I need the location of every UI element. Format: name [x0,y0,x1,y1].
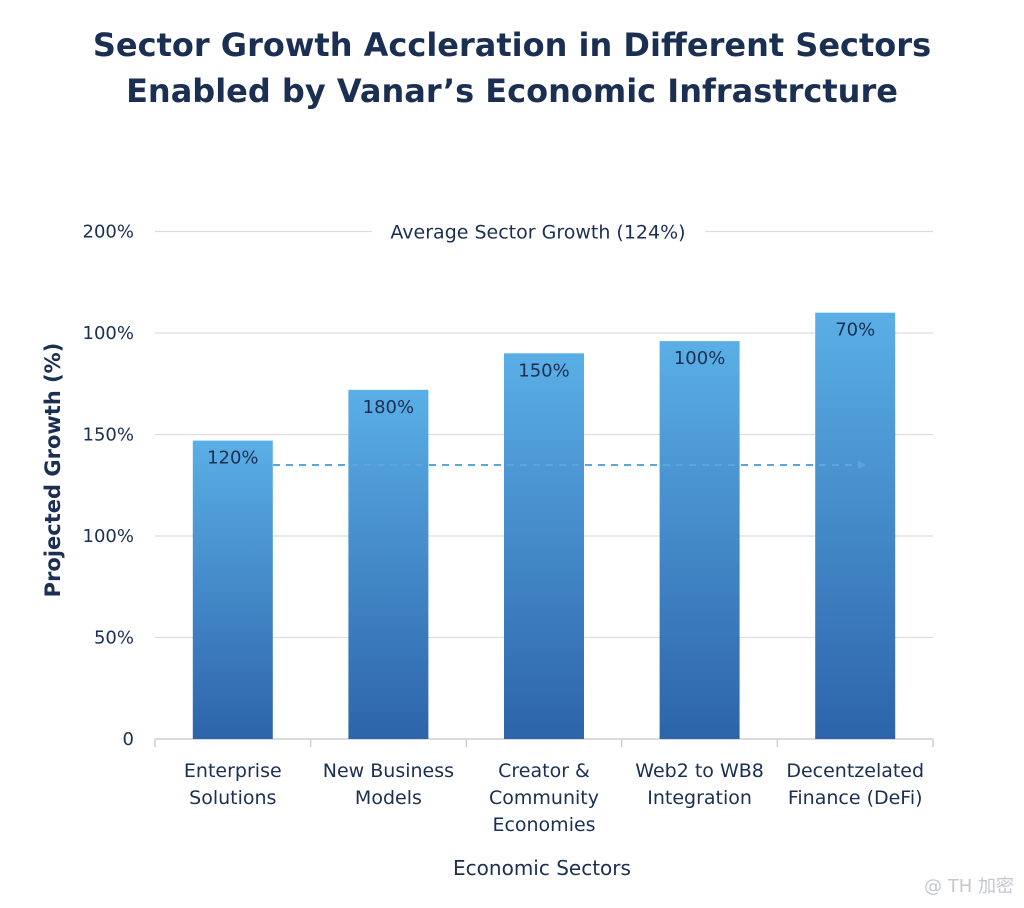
y-tick-label: 100% [83,323,134,344]
x-tick-label: Solutions [189,787,276,809]
bar-data-label: 100% [674,348,725,369]
bar-data-label: 120% [207,448,258,469]
x-tick-label: Models [355,787,422,809]
x-tick-label: Economies [492,814,595,836]
x-tick-label: Web2 to WB8 [635,760,764,782]
x-tick-label: Enterprise [184,760,282,782]
y-tick-label: 50% [94,628,134,649]
bar-data-label: 70% [835,320,875,341]
average-label: Average Sector Growth (124%) [390,222,685,244]
bar [659,341,740,739]
bar [348,389,429,739]
x-tick-label: Creator & [498,760,590,782]
average-line [195,460,866,469]
y-tick-label: 150% [83,425,134,446]
chart-title-line-2: Enabled by Vanar’s Economic Infrastrctur… [126,72,898,110]
labels: 0 50% 100% 150% 100% 200% Average Sector Growt… [41,222,924,881]
bar [815,312,896,739]
watermark: @ TH 加密 [924,872,1014,898]
average-line-arrow [858,460,866,469]
y-tick-label: 0 [123,729,134,750]
x-tick-label: Community [489,787,599,809]
bar-data-label: 150% [518,360,569,381]
bar-data-label: 180% [363,397,414,418]
x-tick-label: Decentzelated [786,760,924,782]
y-tick-label: 200% [83,222,134,243]
y-axis-title: Projected Growth (%) [41,343,65,598]
y-tick-label: 100% [83,526,134,547]
x-tick-label: New Business [323,760,454,782]
x-tick-label: Integration [647,787,752,809]
bar [192,440,273,739]
x-axis-title: Economic Sectors [453,856,631,880]
bar [504,353,584,739]
watermark-text: @ TH 加密 [924,876,1014,897]
chart-title-line-1: Sector Growth Accleration in Different S… [92,26,932,64]
chart-title: Sector Growth Accleration in Different S… [0,22,1024,114]
bars [192,312,896,739]
x-tick-label: Finance (DeFi) [788,787,923,809]
